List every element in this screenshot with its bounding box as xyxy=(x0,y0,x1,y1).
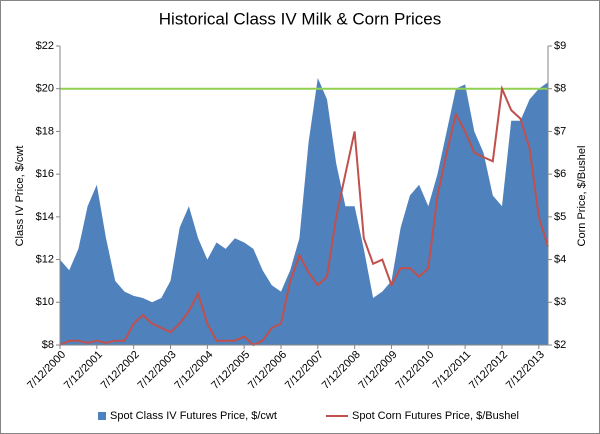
legend-label: Spot Corn Futures Price, $/Bushel xyxy=(352,410,519,422)
y-tick-label: $18 xyxy=(36,125,54,137)
y-tick-label: $14 xyxy=(36,211,54,223)
y2-tick-label: $8 xyxy=(554,83,566,95)
y2-tick-label: $4 xyxy=(554,253,566,265)
y2-axis-title: Corn Price, $/Bushel xyxy=(576,146,588,247)
y2-tick-label: $6 xyxy=(554,168,566,180)
legend-swatch xyxy=(98,412,106,420)
y-tick-label: $20 xyxy=(36,83,54,95)
y2-tick-label: $2 xyxy=(554,339,566,351)
y2-tick-label: $5 xyxy=(554,211,566,223)
chart-title: Historical Class IV Milk & Corn Prices xyxy=(159,9,441,28)
y-tick-label: $8 xyxy=(42,339,54,351)
y-tick-label: $22 xyxy=(36,40,54,52)
y2-tick-label: $7 xyxy=(554,125,566,137)
y2-tick-label: $9 xyxy=(554,40,566,52)
area xyxy=(60,78,548,345)
y-tick-label: $12 xyxy=(36,253,54,265)
legend-label: Spot Class IV Futures Price, $/cwt xyxy=(110,410,277,422)
y2-tick-label: $3 xyxy=(554,296,566,308)
y-tick-label: $16 xyxy=(36,168,54,180)
y-tick-label: $10 xyxy=(36,296,54,308)
line xyxy=(59,84,549,347)
y-axis-title: Class IV Price, $/cwt xyxy=(14,146,26,247)
